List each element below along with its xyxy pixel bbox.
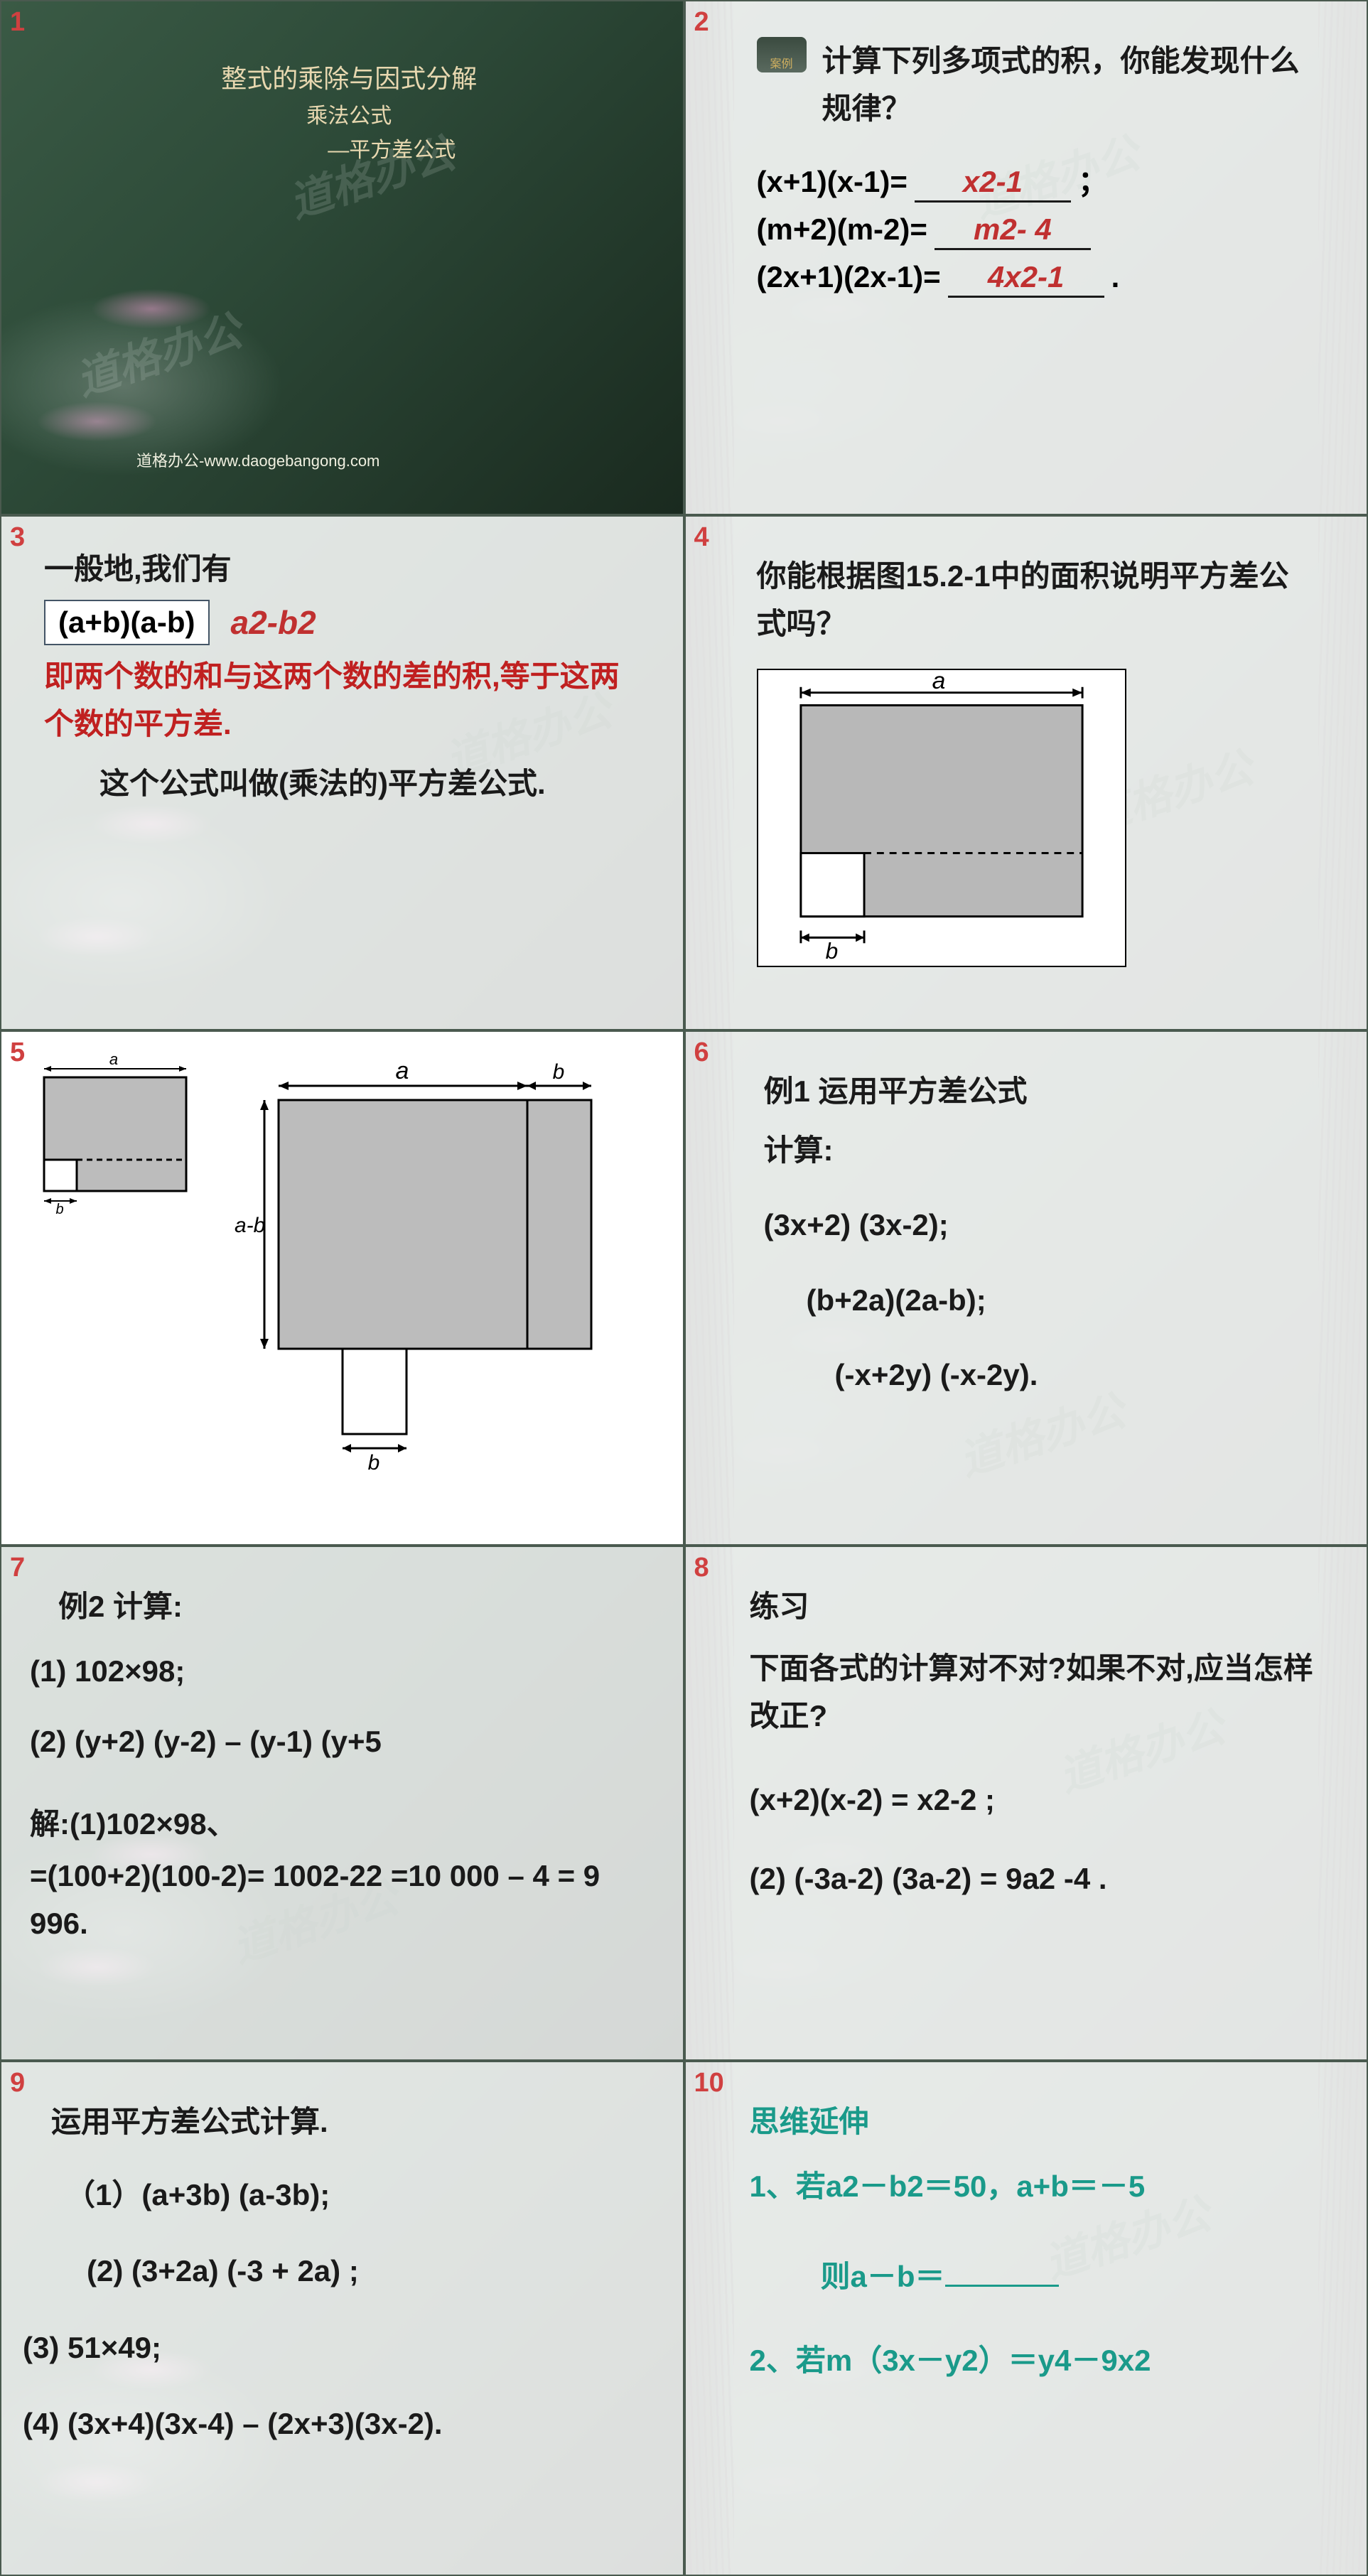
s9-i1: （1）(a+3b) (a-3b);	[23, 2171, 662, 2219]
content: 例2 计算: (1) 102×98; (2) (y+2) (y-2) – (y-…	[1, 1547, 683, 2059]
svg-text:b: b	[553, 1060, 565, 1084]
eq1-lhs: (x+1)(x-1)=	[757, 165, 907, 199]
s6-title: 例1 运用平方差公式	[764, 1067, 1339, 1115]
s7-sol1: 解:(1)102×98、	[30, 1800, 655, 1848]
s7-item1: (1) 102×98;	[30, 1647, 655, 1695]
slide-1: 1 道格办公 道格办公 整式的乘除与因式分解 乘法公式 —平方差公式 道格办公-…	[0, 0, 684, 515]
s3-line1: 一般地,我们有	[44, 545, 640, 593]
title-line2: 乘法公式	[44, 99, 655, 134]
slide-5: 5 a b	[0, 1030, 684, 1546]
slide-number: 7	[10, 1553, 25, 1583]
eq3-rhs: 4x2-1	[948, 260, 1104, 298]
s6-sub: 计算:	[764, 1126, 1339, 1174]
svg-text:a-b: a-b	[235, 1214, 265, 1237]
content: 练习 下面各式的计算对不对?如果不对,应当怎样改正? (x+2)(x-2) = …	[686, 1547, 1367, 2059]
slide-number: 9	[10, 2068, 25, 2098]
s9-i3: (3) 51×49;	[23, 2324, 662, 2371]
slide-7: 7 道格办公 例2 计算: (1) 102×98; (2) (y+2) (y-2…	[0, 1546, 684, 2061]
svg-text:a: a	[396, 1057, 409, 1084]
s8-item2: (2) (-3a-2) (3a-2) = 9a2 -4 .	[750, 1855, 1325, 1902]
s8-prompt: 下面各式的计算对不对?如果不对,应当怎样改正?	[750, 1644, 1325, 1740]
s6-item3: (-x+2y) (-x-2y).	[764, 1351, 1339, 1399]
s6-item1: (3x+2) (3x-2);	[764, 1201, 1339, 1249]
case-icon	[757, 37, 807, 72]
s3-line3: 这个公式叫做(乘法的)平方差公式.	[44, 760, 640, 807]
eq1-tail: ；	[1078, 158, 1108, 201]
equation-3: (2x+1)(2x-1)= 4x2-1 .	[757, 260, 1303, 298]
blank	[945, 2283, 1059, 2287]
eq3-tail: .	[1111, 260, 1120, 294]
diagram-right: a b a-b b	[229, 1053, 627, 1480]
s10-q2: 2、若m（3x－y2）＝y4－9x2	[750, 2337, 1318, 2384]
content: a b a	[1, 1032, 683, 1544]
title-line3: —平方差公式	[44, 134, 655, 168]
content: 思维延伸 1、若a2－b2＝50，a+b＝－5 则a－b＝ 2、若m（3x－y2…	[686, 2062, 1367, 2575]
diagram-left: a b	[23, 1053, 208, 1217]
s9-i2: (2) (3+2a) (-3 + 2a) ;	[23, 2247, 662, 2295]
slide-4: 4 道格办公 你能根据图15.2-1中的面积说明平方差公式吗？ a	[684, 515, 1368, 1030]
slide-2: 2 道格办公 计算下列多项式的积，你能发现什么规律？ (x+1)(x-1)= x…	[684, 0, 1368, 515]
slide-3: 3 道格办公 一般地,我们有 (a+b)(a-b) a2-b2 即两个数的和与这…	[0, 515, 684, 1030]
equation-2: (m+2)(m-2)= m2- 4	[757, 212, 1303, 250]
formula-rhs: a2-b2	[231, 603, 316, 642]
s9-i4: (4) (3x+4)(3x-4) – (2x+3)(3x-2).	[23, 2400, 662, 2447]
s3-line2: 即两个数的和与这两个数的差的积,等于这两个数的平方差.	[44, 652, 640, 748]
content: 你能根据图15.2-1中的面积说明平方差公式吗？ a b	[686, 517, 1367, 1029]
title-block: 整式的乘除与因式分解 乘法公式 —平方差公式	[44, 58, 655, 168]
formula-lhs: (a+b)(a-b)	[44, 600, 210, 645]
svg-text:b: b	[55, 1202, 63, 1217]
slide-number: 10	[694, 2068, 724, 2098]
label-a: a	[932, 669, 945, 694]
slide-number: 8	[694, 1553, 709, 1583]
slide-number: 3	[10, 522, 25, 553]
credit: 道格办公-www.daogebangong.com	[136, 448, 379, 471]
label-b: b	[825, 938, 838, 964]
s7-sol2: =(100+2)(100-2)= 1002-22 =10 000 – 4 = 9…	[30, 1852, 655, 1947]
s7-title: 例2 计算:	[30, 1583, 655, 1630]
slide-number: 4	[694, 522, 709, 553]
slide-number: 1	[10, 7, 25, 38]
slide-number: 5	[10, 1038, 25, 1068]
s4-header: 你能根据图15.2-1中的面积说明平方差公式吗？	[757, 552, 1310, 647]
area-diagram: a b	[757, 669, 1126, 967]
slides-grid: 1 道格办公 道格办公 整式的乘除与因式分解 乘法公式 —平方差公式 道格办公-…	[0, 0, 1368, 2576]
s10-q1a: 1、若a2－b2＝50，a+b＝－5	[750, 2162, 1318, 2210]
slide-9: 9 运用平方差公式计算. （1）(a+3b) (a-3b); (2) (3+2a…	[0, 2061, 684, 2576]
svg-text:a: a	[109, 1053, 118, 1068]
eq2-rhs: m2- 4	[935, 212, 1091, 250]
slide-8: 8 道格办公 练习 下面各式的计算对不对?如果不对,应当怎样改正? (x+2)(…	[684, 1546, 1368, 2061]
s9-title: 运用平方差公式计算.	[23, 2098, 662, 2145]
eq2-lhs: (m+2)(m-2)=	[757, 212, 927, 247]
eq3-lhs: (2x+1)(2x-1)=	[757, 260, 941, 294]
title-line1: 整式的乘除与因式分解	[44, 58, 655, 99]
content: 计算下列多项式的积，你能发现什么规律？ (x+1)(x-1)= x2-1 ； (…	[686, 1, 1367, 514]
slide-6: 6 道格办公 例1 运用平方差公式 计算: (3x+2) (3x-2); (b+…	[684, 1030, 1368, 1546]
content: 运用平方差公式计算. （1）(a+3b) (a-3b); (2) (3+2a) …	[1, 2062, 683, 2575]
s8-title: 练习	[750, 1583, 1325, 1630]
content: 一般地,我们有 (a+b)(a-b) a2-b2 即两个数的和与这两个数的差的积…	[1, 517, 683, 1029]
slide-number: 6	[694, 1038, 709, 1068]
s10-q1b: 则a－b＝	[821, 2253, 945, 2300]
content: 整式的乘除与因式分解 乘法公式 —平方差公式	[1, 1, 683, 514]
s8-item1: (x+2)(x-2) = x2-2 ;	[750, 1776, 1325, 1823]
eq1-rhs: x2-1	[915, 165, 1071, 203]
equation-1: (x+1)(x-1)= x2-1 ；	[757, 158, 1303, 203]
slide-number: 2	[694, 7, 709, 38]
s10-title: 思维延伸	[750, 2098, 1318, 2145]
s7-item2: (2) (y+2) (y-2) – (y-1) (y+5	[30, 1718, 655, 1765]
svg-text:b: b	[368, 1451, 380, 1475]
slide2-header: 计算下列多项式的积，你能发现什么规律？	[822, 37, 1303, 132]
content: 例1 运用平方差公式 计算: (3x+2) (3x-2); (b+2a)(2a-…	[686, 1032, 1367, 1544]
s6-item2: (b+2a)(2a-b);	[764, 1276, 1339, 1324]
slide-10: 10 道格办公 思维延伸 1、若a2－b2＝50，a+b＝－5 则a－b＝ 2、…	[684, 2061, 1368, 2576]
